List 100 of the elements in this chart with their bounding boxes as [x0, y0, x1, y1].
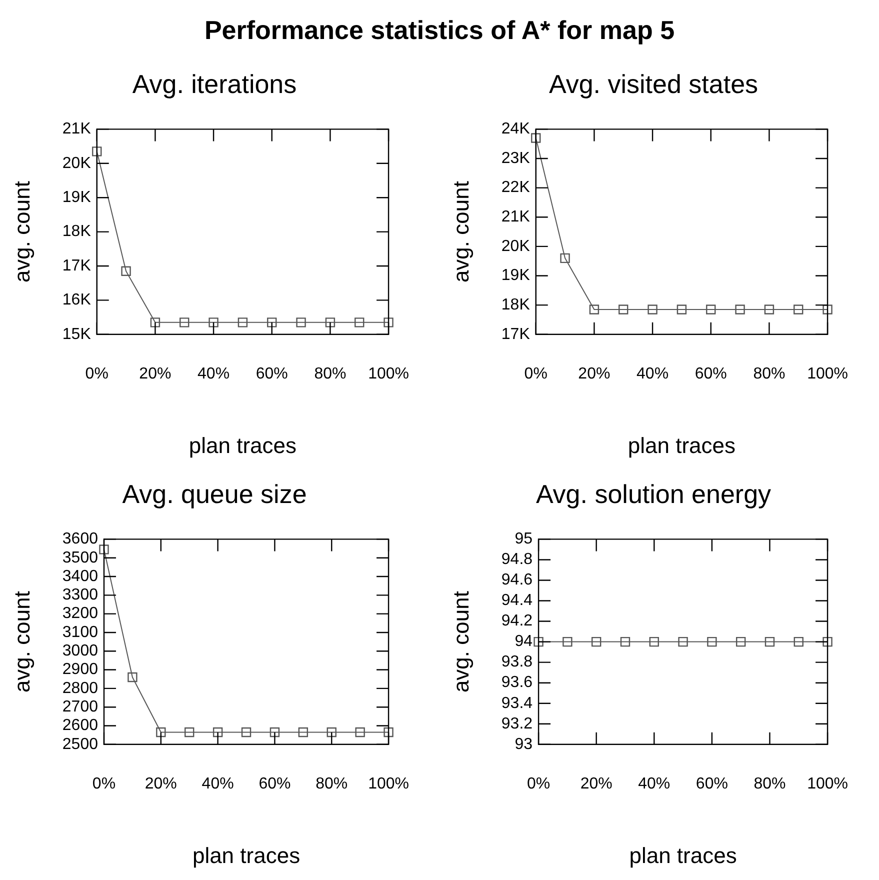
y-tick-label: 20K — [501, 238, 530, 255]
y-tick-label: 3100 — [62, 624, 98, 641]
point — [150, 318, 160, 328]
point — [92, 146, 102, 156]
x-tick-label: 20% — [580, 775, 612, 792]
y-tick-label: 94.4 — [501, 592, 533, 610]
y-tick-label: 94.6 — [501, 572, 533, 589]
x-tick-label: 40% — [202, 775, 234, 792]
y-tick-label: 3000 — [62, 642, 98, 660]
y-tick-label: 23K — [501, 150, 530, 167]
point — [589, 304, 600, 314]
x-tick-label: 0% — [92, 775, 116, 792]
point — [128, 672, 138, 682]
y-tick-label: 94 — [514, 633, 533, 650]
chart-title: Avg. visited states — [548, 68, 758, 99]
point — [354, 318, 364, 328]
y-tick-label: 21K — [62, 120, 92, 138]
y-axis-title: avg. count — [448, 591, 474, 693]
y-tick-label: 95 — [514, 530, 533, 548]
y-tick-label: 3200 — [62, 605, 98, 622]
y-tick-label: 24K — [501, 120, 530, 138]
y-tick-label: 3600 — [62, 530, 98, 548]
point — [267, 318, 277, 328]
y-tick-label: 22K — [501, 179, 530, 196]
y-tick-label: 19K — [501, 267, 530, 284]
point — [184, 727, 194, 738]
x-tick-label: 20% — [139, 365, 172, 382]
y-tick-label: 3300 — [62, 586, 98, 604]
x-tick-label: 60% — [258, 775, 291, 792]
x-tick-label: 100% — [368, 365, 409, 382]
x-tick-label: 40% — [198, 365, 230, 382]
text: Performance statistics of A* for map 5 — [204, 14, 675, 46]
chart-title: Avg. queue size — [122, 478, 307, 509]
point — [99, 544, 109, 554]
y-tick-label: 94.2 — [501, 612, 533, 630]
point — [618, 304, 628, 314]
point — [384, 318, 394, 328]
x-tick-label: 0% — [524, 365, 548, 382]
x-tick-label: 0% — [526, 775, 550, 792]
y-tick-label: 17K — [62, 257, 92, 274]
point — [706, 304, 716, 314]
point — [822, 304, 832, 314]
y-tick-label: 18K — [501, 296, 530, 314]
x-tick-label: 40% — [638, 775, 670, 792]
x-tick-label: 0% — [85, 365, 108, 382]
x-tick-label: 100% — [807, 365, 848, 382]
y-tick-label: 19K — [62, 189, 92, 206]
chart-title: Avg. solution energy — [536, 478, 772, 509]
y-tick-label: 17K — [501, 326, 530, 343]
point — [212, 727, 223, 738]
y-axis-title: avg. count — [448, 181, 474, 283]
y-tick-label: 2600 — [62, 717, 98, 734]
y-axis-title: avg. count — [9, 181, 34, 283]
y-tick-label: 3500 — [62, 549, 98, 566]
y-tick-label: 93.8 — [501, 654, 533, 671]
x-tick-label: 100% — [807, 775, 848, 792]
x-tick-label: 80% — [316, 775, 348, 792]
y-axis-title: avg. count — [9, 591, 34, 693]
point — [238, 318, 248, 328]
y-tick-label: 2700 — [62, 698, 98, 716]
point — [676, 304, 687, 314]
y-tick-label: 16K — [62, 292, 92, 309]
y-tick-label: 21K — [501, 208, 530, 226]
point — [648, 304, 658, 314]
chart-title: Avg. iterations — [132, 68, 297, 99]
point — [355, 727, 365, 738]
point — [326, 727, 336, 738]
point — [735, 304, 745, 314]
x-tick-label: 60% — [694, 365, 727, 382]
point — [241, 727, 252, 738]
x-tick-label: 80% — [753, 365, 786, 382]
point — [270, 727, 280, 738]
x-tick-label: 60% — [256, 365, 288, 382]
x-tick-label: 80% — [754, 775, 786, 792]
point — [560, 253, 570, 264]
x-axis-title: plan traces — [629, 842, 737, 868]
y-tick-label: 20K — [62, 154, 92, 172]
y-tick-label: 2500 — [62, 736, 98, 753]
x-tick-label: 20% — [578, 365, 610, 382]
x-tick-label: 60% — [696, 775, 728, 792]
y-tick-label: 93.4 — [501, 694, 533, 712]
y-tick-label: 93.2 — [501, 715, 533, 732]
point — [764, 304, 774, 314]
point — [384, 727, 394, 738]
y-tick-label: 93 — [514, 736, 533, 753]
y-tick-label: 2900 — [62, 661, 98, 678]
y-tick-label: 94.8 — [501, 551, 533, 568]
point — [794, 304, 804, 314]
point — [296, 318, 306, 328]
x-axis-title: plan traces — [188, 432, 297, 458]
point — [298, 727, 308, 738]
point — [121, 266, 131, 276]
x-axis-title: plan traces — [628, 432, 736, 458]
point — [208, 318, 218, 328]
y-tick-label: 18K — [62, 223, 92, 240]
y-tick-label: 93.6 — [501, 674, 533, 692]
y-tick-label: 15K — [62, 326, 92, 343]
point — [531, 133, 541, 143]
y-tick-label: 3400 — [62, 568, 98, 585]
x-axis-title: plan traces — [192, 842, 300, 868]
